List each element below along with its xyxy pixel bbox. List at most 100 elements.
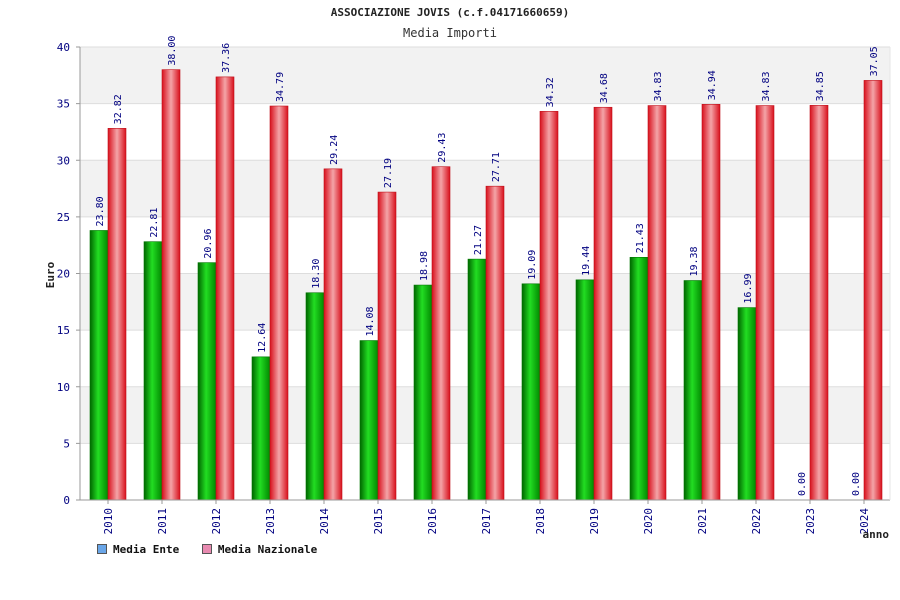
legend-label: Media Ente [113,543,180,556]
bar-media-ente-2022 [737,307,757,501]
plot-band [80,160,890,217]
data-label: 0.00 [851,472,862,496]
data-label: 0.00 [797,472,808,496]
bar-media-nazionale-2023 [809,105,829,501]
bars [89,69,883,501]
y-tick-labels: 0 5 10 15 20 25 30 35 40 [57,41,80,507]
bar-media-nazionale-2017 [485,185,505,501]
bar-media-ente-2016 [413,284,433,501]
y-tick-label: 20 [57,268,70,281]
x-tick-labels: 2010 2011 2012 2013 2014 2015 2016 2017 2018 2019… [102,500,871,535]
x-axis-label: anno [863,528,890,541]
x-tick-label: 2018 [534,508,547,535]
data-label: 34.68 [599,73,610,103]
bar-media-nazionale-2019 [593,106,613,501]
data-label: 34.79 [275,72,286,102]
x-tick-label: 2017 [480,508,493,535]
chart-subtitle: Media Importi [403,26,497,40]
data-label: 27.71 [491,152,502,182]
legend-label: Media Nazionale [217,543,318,556]
chart-title: ASSOCIAZIONE JOVIS (c.f.04171660659) [330,6,570,19]
bar-media-ente-2014 [305,292,325,501]
data-label: 34.94 [707,70,718,100]
x-tick-label: 2019 [588,508,601,535]
x-tick-label: 2013 [264,508,277,535]
legend-swatch [97,544,107,554]
x-tick-label: 2020 [642,508,655,535]
data-label: 12.64 [257,323,268,353]
y-tick-label: 10 [57,381,70,394]
bar-media-ente-2021 [683,280,703,501]
bar-media-ente-2018 [521,283,541,501]
data-label: 37.36 [221,43,232,73]
legend-item-media-ente: Media Ente [97,543,179,556]
bar-media-ente-2020 [629,257,649,501]
data-label: 34.83 [653,71,664,101]
x-tick-label: 2023 [804,508,817,535]
bar-media-ente-2017 [467,258,487,501]
bar-media-nazionale-2014 [323,168,343,501]
y-axis-label: Euro [44,261,57,288]
data-label: 37.05 [869,46,880,76]
x-tick-label: 2011 [156,508,169,535]
legend: Media Ente Media Nazionale [97,543,333,556]
bar-media-nazionale-2010 [107,128,127,501]
y-tick-label: 40 [57,41,70,54]
data-label: 20.96 [203,229,214,259]
data-label: 16.99 [743,273,754,303]
data-label: 34.32 [545,77,556,107]
data-label: 22.81 [149,208,160,238]
data-label: 34.85 [815,71,826,101]
legend-swatch [201,544,212,554]
bar-media-nazionale-2020 [647,105,667,501]
bar-media-nazionale-2015 [377,191,397,501]
bar-media-ente-2015 [359,340,379,501]
x-tick-label: 2024 [858,508,871,535]
data-label: 32.82 [113,94,124,124]
bar-labels: 23.80 32.82 22.81 38.00 20.96 37.36 12.64 34.79… [95,36,880,496]
bar-media-ente-2011 [143,241,163,501]
bar-media-nazionale-2016 [431,166,451,501]
data-label: 34.83 [761,71,772,101]
plot-band [80,47,890,104]
bar-media-nazionale-2018 [539,111,559,501]
data-label: 21.43 [635,223,646,253]
x-tick-label: 2012 [210,508,223,535]
data-label: 21.27 [473,225,484,255]
data-label: 29.24 [329,135,340,165]
data-label: 27.19 [383,158,394,188]
bar-media-ente-2013 [251,356,271,501]
bar-media-nazionale-2011 [161,69,181,501]
x-tick-label: 2010 [102,508,115,535]
data-label: 19.09 [527,250,538,280]
bar-media-nazionale-2022 [755,105,775,501]
plot-band [80,103,890,161]
y-tick-label: 15 [57,324,70,337]
y-tick-label: 5 [63,437,70,450]
y-tick-label: 30 [57,154,70,167]
bar-media-ente-2010 [89,230,109,501]
x-tick-label: 2015 [372,508,385,535]
y-tick-label: 0 [63,494,70,507]
bar-media-ente-2012 [197,262,217,501]
data-label: 19.38 [689,246,700,276]
bar-media-nazionale-2013 [269,105,289,501]
x-tick-label: 2022 [750,508,763,535]
data-label: 29.43 [437,133,448,163]
data-label: 38.00 [167,36,178,66]
x-tick-label: 2016 [426,508,439,535]
data-label: 18.30 [311,259,322,289]
legend-item-media-nazionale: Media Nazionale [201,543,318,556]
data-label: 18.98 [419,251,430,281]
data-label: 14.08 [365,306,376,336]
bar-media-nazionale-2021 [701,104,721,501]
y-tick-label: 35 [57,98,70,111]
data-label: 23.80 [95,196,106,226]
data-label: 19.44 [581,246,592,276]
bar-media-nazionale-2024 [863,80,883,501]
bar-media-nazionale-2012 [215,76,235,501]
bar-media-ente-2019 [575,279,595,501]
x-tick-label: 2021 [696,508,709,535]
x-tick-label: 2014 [318,508,331,535]
